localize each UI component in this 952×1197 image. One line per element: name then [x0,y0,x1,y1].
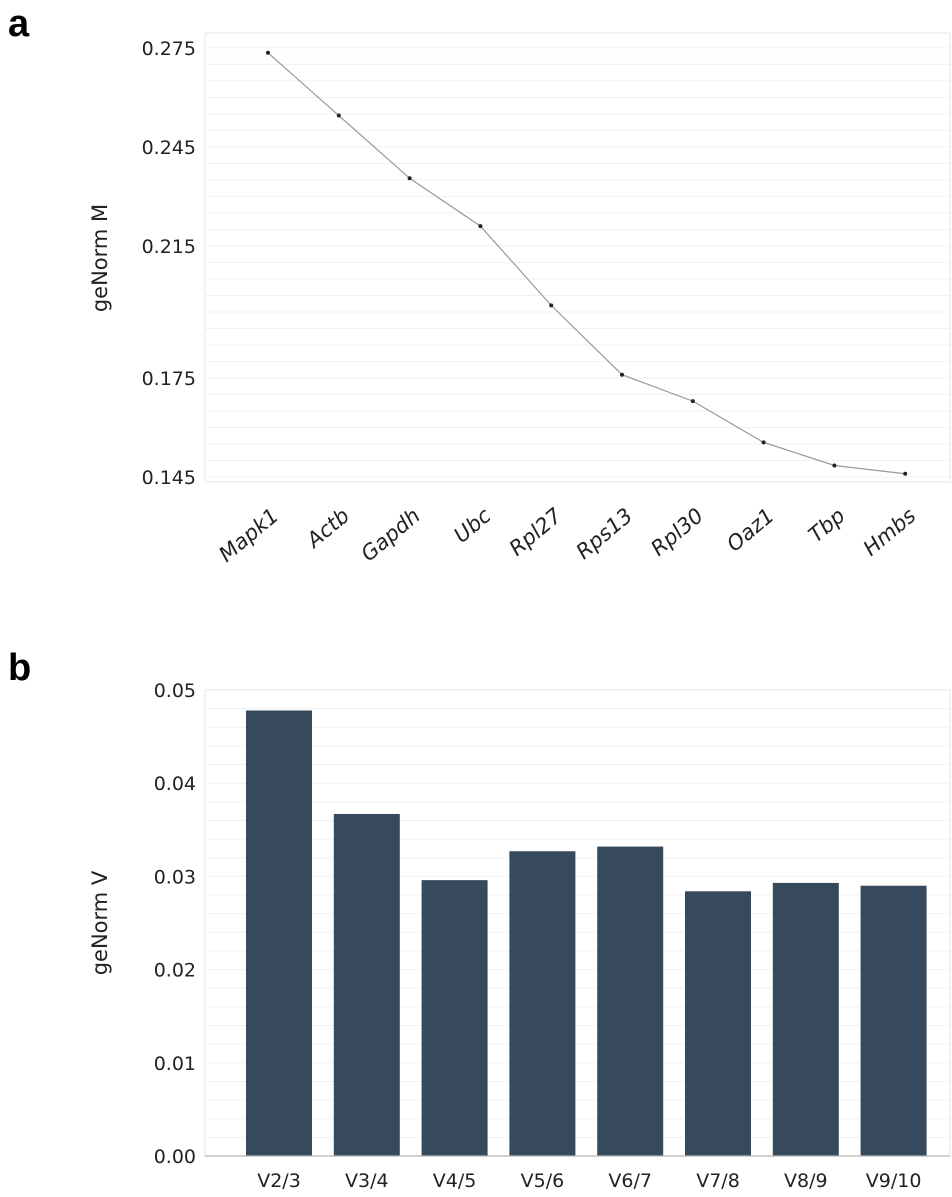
panel-a-x-tick-label: Mapk1 [214,503,283,566]
panel-b-bar-chart: 0.00 0.01 0.02 0.03 0.04 0.05 V2/3 V3/4 V4/5 V5/… [88,680,951,1192]
panel-b-bar [509,851,576,1156]
panel-a-x-tick-label: Rpl30 [646,503,708,560]
panel-a-data-point [620,372,624,377]
panel-b-letter: b [8,647,31,689]
panel-a-line-chart: 0.275 0.245 0.215 0.175 0.145 Mapk1 Actb Gapdh… [88,32,951,567]
panel-a-data-point [549,303,554,308]
panel-a-data-point [478,224,483,229]
panel-a-y-tick-label: 0.245 [142,137,196,159]
panel-a-data-point [336,113,341,118]
panel-a-series [266,50,908,476]
panel-a-data-point [832,463,837,468]
panel-a-y-axis-title: geNorm M [88,204,112,312]
panel-a-x-tick-label: Tbp [804,503,850,547]
panel-a-plot-frame [204,32,951,483]
panel-b-bar [421,880,488,1156]
panel-a-data-point [761,440,766,445]
panel-b-bar [860,885,927,1156]
panel-b-x-ticks: V2/3 V3/4 V4/5 V5/6 V6/7 V7/8 V8/9 V9/10 [257,1170,921,1192]
panel-a-data-point [407,176,412,181]
panel-b-y-tick-label: 0.05 [154,680,196,702]
panel-a-x-tick-label: Oaz1 [722,503,779,556]
panel-a-x-tick-label: Rpl27 [505,503,567,561]
panel-b-bar [333,813,400,1156]
panel-a-y-tick-label: 0.145 [142,467,196,489]
panel-a-y-tick-label: 0.215 [142,236,196,258]
panel-b-y-axis-title: geNorm V [88,870,112,975]
panel-a-x-tick-label: Ubc [449,503,496,548]
panel-a-x-tick-label: Rps13 [572,503,638,564]
panel-b-x-tick-label: V8/9 [784,1170,828,1192]
panel-b-x-tick-label: V5/6 [521,1170,565,1192]
panel-a-x-ticks: Mapk1 Actb Gapdh Ubc Rpl27 Rps13 Rpl30 Oaz1 Tbp H… [214,503,920,567]
panel-a-data-point [690,399,695,404]
panel-b-bars [246,710,927,1156]
panel-a-y-tick-label: 0.175 [142,368,196,390]
panel-a-series-line [267,52,906,475]
panel-b-x-tick-label: V4/5 [433,1170,477,1192]
panel-b-y-ticks: 0.00 0.01 0.02 0.03 0.04 0.05 [154,680,196,1168]
panel-b-bar [685,891,751,1156]
panel-a-y-ticks: 0.275 0.245 0.215 0.175 0.145 [142,38,196,489]
panel-b-x-tick-label: V7/8 [696,1170,740,1192]
panel-a-x-tick-label: Gapdh [356,503,424,566]
panel-b-x-tick-label: V3/4 [345,1170,389,1192]
panel-b-y-tick-label: 0.03 [154,866,196,888]
panel-b-y-tick-label: 0.01 [154,1053,196,1075]
panel-a-grid [205,47,950,478]
panel-a-letter: a [8,3,30,45]
panel-b-y-tick-label: 0.00 [154,1146,196,1168]
panel-a-y-tick-label: 0.275 [142,38,196,60]
panel-b-x-tick-label: V6/7 [608,1170,652,1192]
panel-a-data-point [266,50,270,55]
panel-a-data-point [903,471,908,476]
panel-b-y-tick-label: 0.04 [154,773,196,795]
panel-b-bar [597,846,664,1156]
panel-b-x-tick-label: V9/10 [866,1170,922,1192]
panel-b-bar [246,710,312,1156]
panel-b-bar [772,882,839,1156]
panel-a-x-tick-label: Hmbs [859,503,921,560]
panel-a-x-tick-label: Actb [301,503,354,553]
panel-b-y-tick-label: 0.02 [154,960,196,982]
panel-b-x-tick-label: V2/3 [257,1170,301,1192]
